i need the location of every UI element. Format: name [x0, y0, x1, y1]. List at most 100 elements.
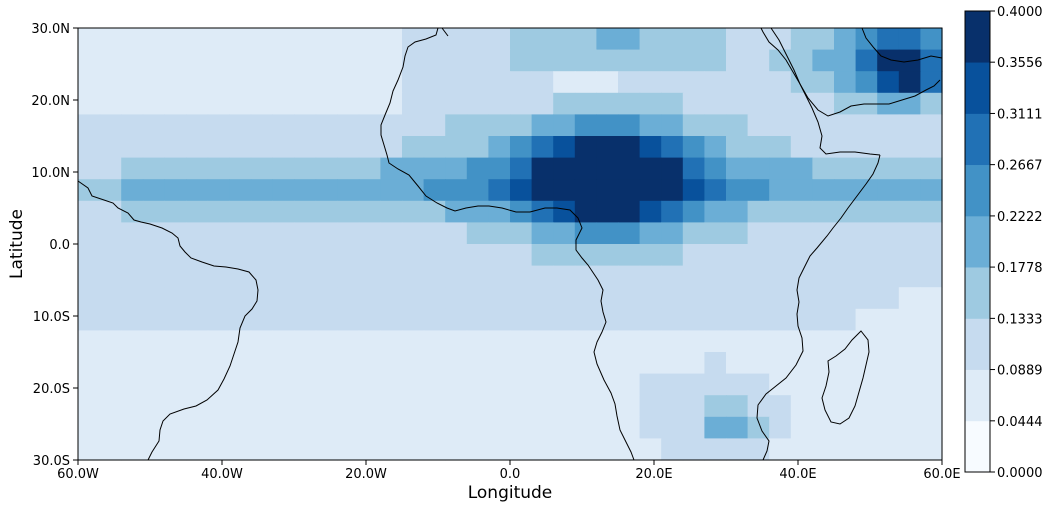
heatmap-cell: [531, 373, 554, 396]
heatmap-cell: [661, 308, 684, 331]
heatmap-cell: [250, 222, 273, 245]
heatmap-cell: [920, 28, 943, 51]
heatmap-cell: [272, 395, 295, 418]
heatmap-cell: [510, 71, 533, 94]
heatmap-cell: [445, 92, 468, 115]
heatmap-cell: [855, 373, 878, 396]
heatmap-cell: [855, 49, 878, 72]
heatmap-cell: [272, 287, 295, 310]
heatmap-cell: [834, 308, 857, 331]
heatmap-cell: [682, 287, 705, 310]
heatmap-cell: [726, 71, 749, 94]
heatmap-cell: [726, 287, 749, 310]
heatmap-cell: [186, 49, 209, 72]
heatmap-cell: [898, 438, 921, 461]
heatmap-cell: [250, 136, 273, 159]
heatmap-cell: [164, 373, 187, 396]
heatmap-cell: [466, 157, 489, 180]
heatmap-cell: [78, 438, 101, 461]
heatmap-cell: [920, 416, 943, 439]
heatmap-cell: [229, 136, 252, 159]
heatmap-cell: [747, 49, 770, 72]
heatmap-cell: [358, 114, 381, 137]
heatmap-cell: [186, 265, 209, 288]
heatmap-cell: [358, 330, 381, 353]
heatmap-cell: [488, 157, 511, 180]
heatmap-cell: [531, 28, 554, 51]
heatmap-cell: [531, 416, 554, 439]
heatmap-cell: [704, 287, 727, 310]
heatmap-cell: [488, 438, 511, 461]
heatmap-cell: [596, 265, 619, 288]
heatmap-cell: [337, 308, 360, 331]
heatmap-cell: [423, 49, 446, 72]
heatmap-cell: [877, 395, 900, 418]
heatmap-cell: [229, 200, 252, 223]
heatmap-cell: [358, 28, 381, 51]
heatmap-cell: [272, 373, 295, 396]
heatmap-cell: [596, 373, 619, 396]
heatmap-cell: [466, 438, 489, 461]
heatmap-cell: [186, 71, 209, 94]
heatmap-cell: [855, 308, 878, 331]
heatmap-cell: [99, 157, 122, 180]
heatmap-cell: [78, 222, 101, 245]
heatmap-cell: [790, 438, 813, 461]
heatmap-cell: [510, 352, 533, 375]
heatmap-cell: [920, 373, 943, 396]
heatmap-cell: [380, 71, 403, 94]
heatmap-cell: [380, 352, 403, 375]
heatmap-cell: [229, 244, 252, 267]
heatmap-cell: [121, 28, 144, 51]
heatmap-cell: [142, 395, 165, 418]
heatmap-cell: [380, 49, 403, 72]
heatmap-cell: [682, 244, 705, 267]
heatmap-cell: [164, 136, 187, 159]
heatmap-cell: [445, 28, 468, 51]
heatmap-cell: [618, 438, 641, 461]
heatmap-cell: [834, 179, 857, 202]
heatmap-cell: [337, 373, 360, 396]
heatmap-cell: [574, 265, 597, 288]
heatmap-cell: [250, 308, 273, 331]
heatmap-cell: [142, 92, 165, 115]
heatmap-cell: [553, 395, 576, 418]
heatmap-cell: [466, 287, 489, 310]
heatmap-cell: [250, 265, 273, 288]
heatmap-cell: [531, 157, 554, 180]
heatmap-cell: [121, 395, 144, 418]
heatmap-cell: [315, 222, 338, 245]
colorbar-swatch: [965, 164, 990, 217]
heatmap-cell: [380, 92, 403, 115]
heatmap-cell: [790, 373, 813, 396]
heatmap-cell: [769, 244, 792, 267]
heatmap-cell: [704, 49, 727, 72]
heatmap-cell: [466, 200, 489, 223]
heatmap-cell: [661, 265, 684, 288]
heatmap-cell: [682, 179, 705, 202]
heatmap-cell: [358, 244, 381, 267]
heatmap-cell: [812, 200, 835, 223]
heatmap-cell: [726, 92, 749, 115]
heatmap-cell: [726, 395, 749, 418]
heatmap-cell: [488, 395, 511, 418]
heatmap-cell: [250, 179, 273, 202]
heatmap-cell: [704, 395, 727, 418]
heatmap-cell: [769, 287, 792, 310]
heatmap-cell: [186, 416, 209, 439]
heatmap-cell: [920, 330, 943, 353]
heatmap-cell: [337, 416, 360, 439]
heatmap-cell: [790, 222, 813, 245]
heatmap-cell: [207, 28, 230, 51]
y-tick-label: 30.0N: [31, 22, 70, 37]
heatmap-cell: [164, 157, 187, 180]
heatmap-cell: [531, 222, 554, 245]
heatmap-cell: [812, 157, 835, 180]
heatmap-cell: [186, 179, 209, 202]
y-tick-label: 20.0S: [33, 382, 70, 397]
heatmap-cell: [574, 114, 597, 137]
heatmap-cell: [164, 395, 187, 418]
heatmap-cell: [553, 92, 576, 115]
y-tick-label: 0.0: [49, 238, 70, 253]
heatmap-cell: [445, 330, 468, 353]
